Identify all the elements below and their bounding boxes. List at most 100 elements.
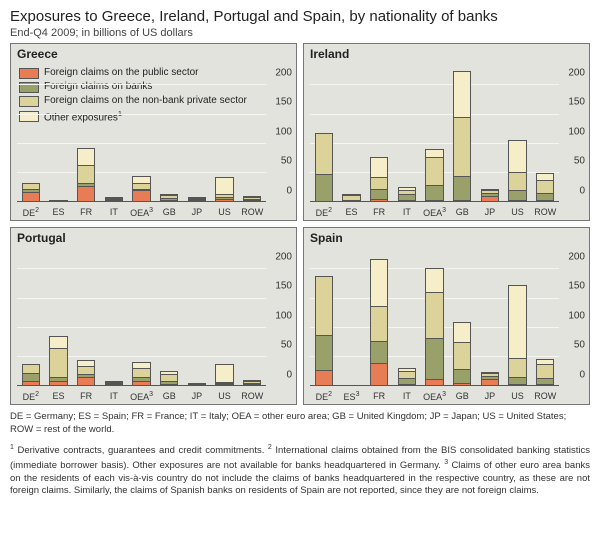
x-tick-label: OEA3: [421, 207, 449, 218]
bars-container: [310, 62, 559, 202]
x-tick-label: FR: [72, 391, 100, 402]
bar-segment-other: [508, 140, 526, 172]
bars-container: [17, 62, 266, 202]
stacked-bar: [342, 62, 360, 202]
bar-slot: [128, 62, 156, 202]
bar-segment-public: [315, 370, 333, 386]
y-tick-label: 0: [579, 370, 585, 381]
stacked-bar: [508, 246, 526, 386]
bar-segment-banks: [508, 377, 526, 384]
bar-segment-other: [49, 336, 67, 348]
stacked-bar: [315, 246, 333, 386]
bar-segment-other: [508, 285, 526, 358]
plot-area: [17, 62, 266, 202]
bar-segment-nonbank: [508, 358, 526, 377]
bar-slot: [421, 246, 449, 386]
bar-slot: [100, 246, 128, 386]
bar-segment-other: [370, 157, 388, 177]
y-tick-label: 50: [281, 340, 292, 351]
bar-segment-banks: [425, 185, 443, 200]
bar-segment-banks: [370, 189, 388, 200]
stacked-bar: [22, 62, 40, 202]
x-tick-label: US: [504, 207, 532, 218]
stacked-bar: [49, 62, 67, 202]
bar-segment-nonbank: [315, 276, 333, 334]
y-tick-label: 150: [275, 281, 292, 292]
x-tick-label: DE2: [310, 391, 338, 402]
y-tick-label: 150: [568, 281, 585, 292]
x-tick-label: JP: [183, 391, 211, 402]
bar-slot: [448, 62, 476, 202]
bar-slot: [100, 62, 128, 202]
bar-segment-banks: [536, 193, 554, 200]
panel-title: Spain: [310, 231, 343, 245]
x-axis: DE2ESFRITOEA3GBJPUSROW: [310, 207, 559, 218]
plot-area: [310, 62, 559, 202]
chart-title: Exposures to Greece, Ireland, Portugal a…: [10, 8, 590, 25]
stacked-bar: [481, 246, 499, 386]
stacked-bar: [22, 246, 40, 386]
x-tick-label: ES3: [338, 391, 366, 402]
bar-segment-other: [215, 364, 233, 382]
bar-slot: [72, 246, 100, 386]
stacked-bar: [132, 62, 150, 202]
panel-title: Greece: [17, 47, 58, 61]
x-tick-label: DE2: [17, 391, 45, 402]
stacked-bar: [215, 246, 233, 386]
plot-area: [310, 246, 559, 386]
y-tick-label: 150: [568, 97, 585, 108]
bar-segment-other: [370, 259, 388, 306]
bars-container: [17, 246, 266, 386]
bar-slot: [211, 246, 239, 386]
x-tick-label: GB: [155, 391, 183, 402]
y-tick-label: 0: [286, 186, 292, 197]
bar-segment-banks: [453, 369, 471, 384]
x-tick-label: ES: [338, 207, 366, 218]
y-tick-label: 200: [275, 67, 292, 78]
bar-segment-nonbank: [160, 374, 178, 381]
y-tick-label: 100: [568, 310, 585, 321]
bar-slot: [365, 246, 393, 386]
bar-segment-nonbank: [536, 364, 554, 379]
x-tick-label: US: [504, 391, 532, 402]
bar-slot: [211, 62, 239, 202]
bar-slot: [238, 246, 266, 386]
bar-segment-banks: [22, 373, 40, 382]
stacked-bar: [536, 246, 554, 386]
stacked-bar: [481, 62, 499, 202]
stacked-bar: [188, 62, 206, 202]
stacked-bar: [398, 246, 416, 386]
stacked-bar: [243, 246, 261, 386]
bar-segment-other: [536, 173, 554, 180]
bar-segment-nonbank: [536, 180, 554, 193]
stacked-bar: [370, 62, 388, 202]
bar-slot: [128, 246, 156, 386]
bar-segment-nonbank: [77, 366, 95, 375]
bar-segment-nonbank: [398, 371, 416, 378]
bar-slot: [448, 246, 476, 386]
bar-slot: [17, 246, 45, 386]
chart-panel-spain: Spain050100150200DE2ES3FRITOEA3GBJPUSROW: [303, 227, 590, 405]
bar-segment-other: [77, 148, 95, 166]
baseline: [310, 385, 559, 386]
stacked-bar: [398, 62, 416, 202]
y-tick-label: 200: [568, 67, 585, 78]
stacked-bar: [77, 246, 95, 386]
x-tick-label: JP: [476, 391, 504, 402]
bar-slot: [476, 246, 504, 386]
stacked-bar: [243, 62, 261, 202]
x-tick-label: DE2: [17, 207, 45, 218]
country-codes-note: DE = Germany; ES = Spain; FR = France; I…: [10, 411, 590, 437]
x-tick-label: ROW: [238, 391, 266, 402]
bar-segment-nonbank: [425, 292, 443, 339]
stacked-bar: [160, 246, 178, 386]
bar-slot: [338, 62, 366, 202]
y-tick-label: 200: [275, 251, 292, 262]
bar-segment-other: [132, 176, 150, 183]
x-tick-label: FR: [365, 207, 393, 218]
bar-segment-nonbank: [425, 157, 443, 185]
bar-slot: [476, 62, 504, 202]
bar-segment-other: [215, 177, 233, 195]
chart-subtitle: End-Q4 2009; in billions of US dollars: [10, 27, 590, 39]
y-tick-label: 0: [579, 186, 585, 197]
